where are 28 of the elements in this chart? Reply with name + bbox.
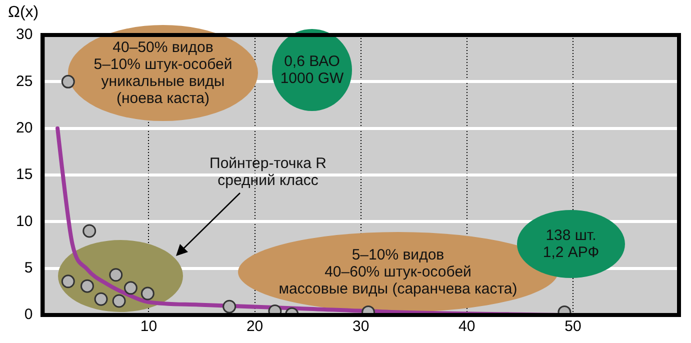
y-tick-label: 20	[16, 119, 33, 136]
x-tick-label: 10	[140, 318, 158, 336]
x-tick-label: 30	[352, 318, 370, 336]
point	[140, 286, 154, 300]
annotation: 5–10% видов 40–60% штук-особей массовые виды (саранчева каста)	[278, 246, 518, 298]
point	[109, 268, 123, 282]
y-tick-label: 15	[16, 166, 33, 184]
y-axis-title: Ω(x)	[8, 4, 39, 22]
point	[61, 274, 75, 288]
point	[112, 294, 126, 308]
point	[80, 279, 94, 293]
x-tick-label: 50	[564, 318, 582, 336]
x-tick-label: 20	[246, 318, 264, 336]
y-tick-label: 25	[16, 72, 33, 90]
y-tick-label: 10	[16, 212, 33, 230]
y-tick-label: 0	[24, 306, 33, 324]
annotation: Пойнтер-точка R средний класс	[208, 155, 328, 189]
point	[222, 300, 236, 314]
point	[82, 224, 96, 238]
y-tick-label: 5	[24, 259, 33, 276]
x-tick-label: 40	[458, 318, 476, 336]
annotation: 40–50% видов 5–10% штук-особей уникальные виды (ноева каста)	[92, 39, 234, 107]
y-tick-label: 30	[16, 26, 33, 44]
point	[94, 292, 108, 306]
annotation: 138 шт. 1,2 АРФ	[542, 227, 600, 261]
point	[61, 74, 75, 88]
point	[124, 281, 138, 295]
annotation: 0,6 ВАО 1000 GW	[279, 53, 345, 87]
